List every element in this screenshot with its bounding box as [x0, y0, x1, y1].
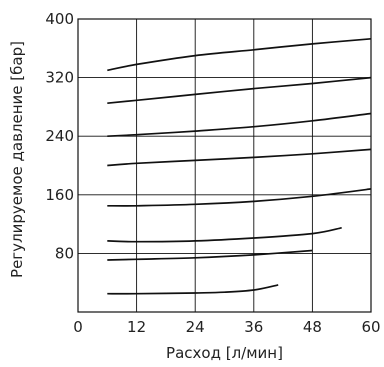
x-tick-label: 0 — [73, 318, 83, 336]
y-tick-label: 80 — [55, 244, 74, 262]
y-tick-labels: 80 160 240 320 400 — [45, 10, 74, 262]
plot-frame — [77, 18, 372, 313]
series-line-5 — [107, 188, 372, 207]
grid — [77, 18, 372, 313]
series-line-7 — [107, 249, 313, 261]
y-axis-label: Регулируемое давление [бар] — [8, 41, 26, 278]
series-line-3 — [107, 112, 372, 138]
x-tick-labels: 0 12 24 36 48 60 — [73, 318, 380, 336]
x-tick-label: 12 — [127, 318, 146, 336]
y-tick-label: 240 — [45, 127, 74, 145]
series-line-8 — [107, 284, 279, 295]
series-group — [107, 37, 372, 295]
series-line-6 — [107, 226, 342, 243]
x-tick-label: 24 — [186, 318, 205, 336]
y-tick-label: 160 — [45, 186, 74, 204]
x-tick-label: 60 — [361, 318, 380, 336]
y-tick-label: 400 — [45, 10, 74, 28]
series-line-2 — [107, 76, 372, 105]
x-axis-label: Расход [л/мин] — [166, 344, 283, 362]
series-line-1 — [107, 37, 372, 72]
x-tick-label: 48 — [303, 318, 322, 336]
y-tick-label: 320 — [45, 69, 74, 87]
x-tick-label: 36 — [244, 318, 263, 336]
series-line-4 — [107, 148, 372, 167]
